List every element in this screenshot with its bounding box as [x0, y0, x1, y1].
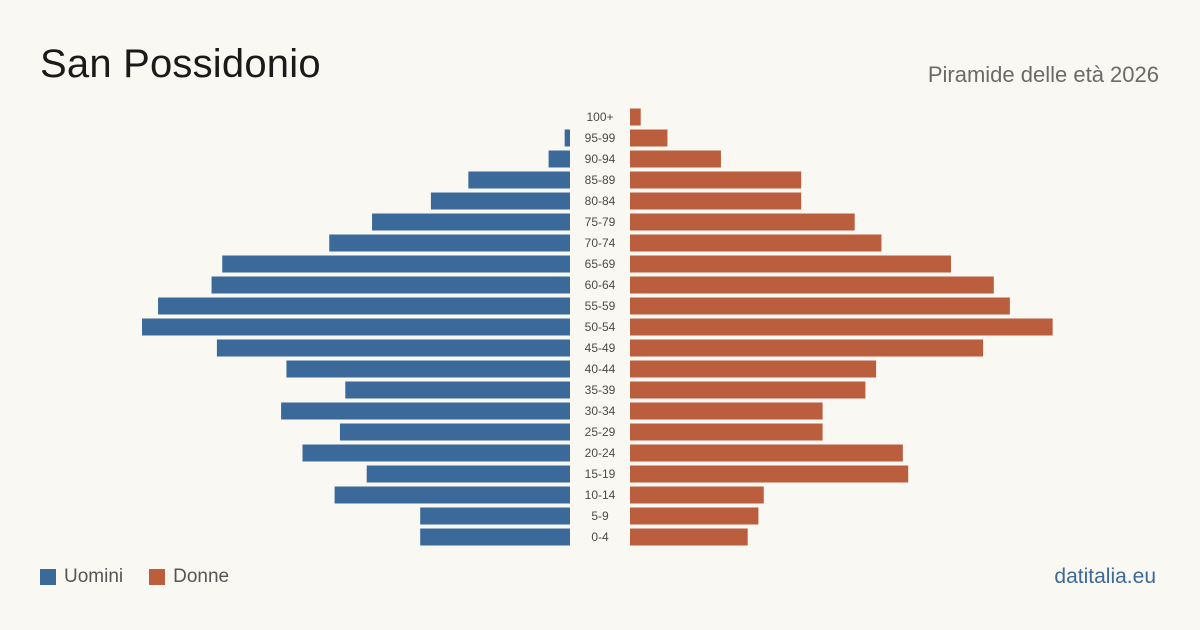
- bar-female-5-9: [630, 507, 759, 525]
- age-group-label: 20-24: [585, 446, 616, 460]
- bar-male-60-64: [211, 276, 571, 294]
- bar-female-55-59: [630, 297, 1010, 315]
- bar-male-35-39: [345, 381, 570, 399]
- age-group-label: 40-44: [585, 362, 616, 376]
- bar-male-80-84: [430, 192, 570, 210]
- bar-male-0-4: [420, 528, 570, 546]
- bar-male-70-74: [329, 234, 570, 252]
- page-title: San Possidonio: [40, 42, 321, 86]
- age-group-label: 5-9: [591, 509, 609, 523]
- bar-male-75-79: [372, 213, 570, 231]
- age-group-label: 25-29: [585, 425, 616, 439]
- age-group-label: 55-59: [585, 299, 616, 313]
- age-group-label: 70-74: [585, 236, 616, 250]
- legend-item-female: Donne: [149, 566, 229, 588]
- age-group-label: 65-69: [585, 257, 616, 271]
- bar-female-40-44: [630, 360, 877, 378]
- bar-male-50-54: [142, 318, 570, 336]
- age-group-label: 10-14: [585, 488, 616, 502]
- bar-male-25-29: [339, 423, 570, 441]
- bar-female-100+: [630, 108, 641, 126]
- bar-female-60-64: [630, 276, 994, 294]
- age-group-label: 80-84: [585, 194, 616, 208]
- bar-male-55-59: [158, 297, 571, 315]
- bar-female-65-69: [630, 255, 951, 273]
- bar-male-15-19: [366, 465, 570, 483]
- age-group-label: 45-49: [585, 341, 616, 355]
- bar-female-80-84: [630, 192, 802, 210]
- bar-female-90-94: [630, 150, 721, 168]
- bar-male-45-49: [216, 339, 570, 357]
- bar-female-95-99: [630, 129, 668, 147]
- age-group-label: 15-19: [585, 467, 616, 481]
- age-group-label: 35-39: [585, 383, 616, 397]
- legend-label-female: Donne: [173, 566, 230, 587]
- bar-male-10-14: [334, 486, 570, 504]
- bar-female-50-54: [630, 318, 1053, 336]
- age-group-label: 95-99: [585, 131, 616, 145]
- legend: Uomini Donne: [40, 566, 255, 588]
- bar-male-65-69: [222, 255, 570, 273]
- age-group-label: 90-94: [585, 152, 616, 166]
- legend-item-male: Uomini: [40, 566, 123, 588]
- age-group-label: 60-64: [585, 278, 616, 292]
- bar-female-75-79: [630, 213, 855, 231]
- bar-male-5-9: [420, 507, 570, 525]
- bar-female-45-49: [630, 339, 984, 357]
- bar-male-90-94: [548, 150, 570, 168]
- bar-female-70-74: [630, 234, 882, 252]
- age-group-label: 30-34: [585, 404, 616, 418]
- age-group-label: 75-79: [585, 215, 616, 229]
- age-group-label: 100+: [586, 110, 613, 124]
- legend-swatch-female: [149, 569, 166, 585]
- bar-male-85-89: [468, 171, 570, 189]
- bar-female-15-19: [630, 465, 909, 483]
- legend-label-male: Uomini: [64, 566, 124, 587]
- bar-female-20-24: [630, 444, 903, 462]
- bar-female-10-14: [630, 486, 764, 504]
- bar-male-40-44: [286, 360, 570, 378]
- age-group-label: 50-54: [585, 320, 616, 334]
- age-group-label: 85-89: [585, 173, 616, 187]
- age-group-label: 0-4: [591, 530, 609, 544]
- bar-female-35-39: [630, 381, 866, 399]
- bar-female-85-89: [630, 171, 802, 189]
- bar-male-95-99: [564, 129, 570, 147]
- bar-female-25-29: [630, 423, 823, 441]
- bar-male-30-34: [281, 402, 570, 420]
- bar-female-0-4: [630, 528, 748, 546]
- bar-male-20-24: [302, 444, 570, 462]
- chart-subtitle: Piramide delle età 2026: [927, 62, 1159, 87]
- brand-link[interactable]: datitalia.eu: [1054, 565, 1156, 588]
- bar-female-30-34: [630, 402, 823, 420]
- legend-swatch-male: [40, 569, 56, 585]
